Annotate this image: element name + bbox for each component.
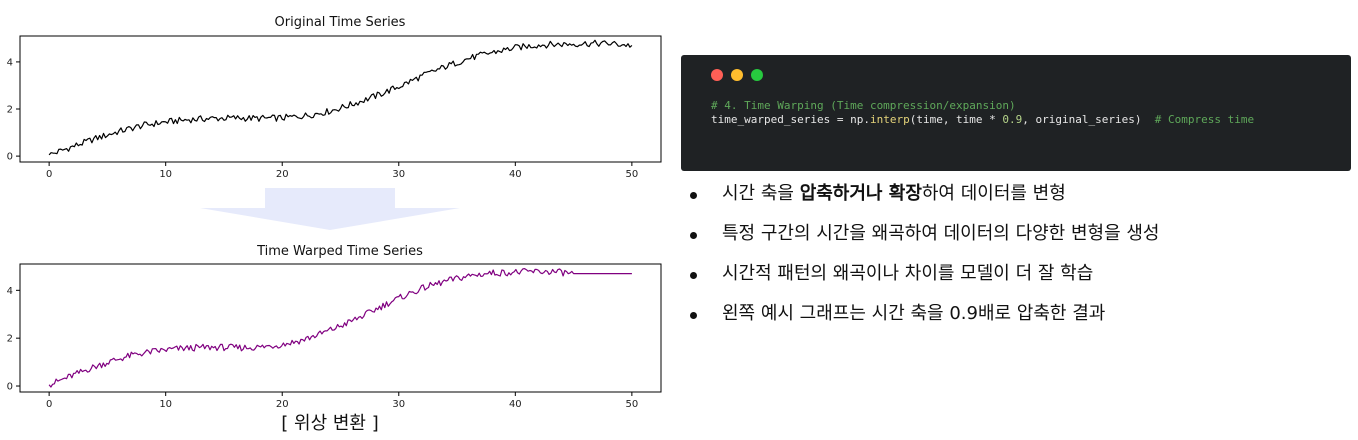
y-tick-label: 2: [7, 105, 13, 116]
bullet-text: 시간적 패턴의 왜곡이나 차이를 모델이 더 잘 학습: [722, 263, 1094, 284]
x-tick-label: 0: [46, 399, 52, 410]
x-tick-label: 50: [625, 169, 638, 180]
code-args-2: , original_series): [1022, 113, 1155, 126]
bullet-text-bold: 압축하거나 확장: [799, 183, 922, 204]
bullet-item: 시간적 패턴의 왜곡이나 차이를 모델이 더 잘 학습: [690, 260, 1160, 300]
bullet-dot-icon: [690, 232, 697, 239]
original-plot-frame: [19, 35, 662, 163]
code-func: interp: [869, 113, 910, 126]
bullet-dot-icon: [690, 312, 697, 319]
series-line: [48, 39, 633, 156]
bullet-dot-icon: [690, 272, 697, 279]
close-dot-icon: [711, 69, 723, 81]
x-tick-label: 0: [46, 169, 52, 180]
x-tick-label: 10: [159, 169, 172, 180]
x-tick-label: 40: [509, 169, 522, 180]
bullet-item: 왼쪽 예시 그래프는 시간 축을 0.9배로 압축한 결과: [690, 300, 1160, 340]
bullet-dot-icon: [690, 192, 697, 199]
x-tick-label: 50: [625, 399, 638, 410]
x-tick-label: 20: [276, 399, 289, 410]
code-var: time_warped_series = np.: [711, 113, 870, 126]
maximize-dot-icon: [751, 69, 763, 81]
x-tick-label: 20: [276, 169, 289, 180]
minimize-dot-icon: [731, 69, 743, 81]
bullet-item: 시간 축을 압축하거나 확장하여 데이터를 변형: [690, 180, 1160, 220]
code-trailing-comment: # Compress time: [1154, 113, 1255, 126]
code-panel: # 4. Time Warping (Time compression/expa…: [681, 55, 1351, 171]
warped-plot-frame: [19, 263, 662, 393]
bullet-text-pre: 시간 축을: [722, 183, 800, 204]
code-args-1: (time, time *: [909, 113, 1003, 126]
y-tick-label: 4: [7, 57, 13, 68]
y-tick-label: 0: [7, 382, 13, 393]
y-tick-label: 2: [7, 334, 13, 345]
x-tick-label: 40: [509, 399, 522, 410]
y-tick-label: 4: [7, 286, 13, 297]
bullet-list: 시간 축을 압축하거나 확장하여 데이터를 변형 특정 구간의 시간을 왜곡하여…: [690, 180, 1160, 340]
warped-chart: Time Warped Time Series 0 10 20 30 40 50 0 2 4: [7, 244, 662, 410]
code-comment-line: # 4. Time Warping (Time compression/expa…: [711, 99, 1016, 112]
caption: [ 위상 변환 ]: [281, 413, 379, 434]
original-chart-title: Original Time Series: [275, 15, 406, 30]
x-tick-label: 30: [392, 399, 405, 410]
bullet-text: 특정 구간의 시간을 왜곡하여 데이터의 다양한 변형을 생성: [722, 223, 1160, 244]
x-tick-label: 30: [392, 169, 405, 180]
x-tick-label: 10: [159, 399, 172, 410]
down-arrow: [200, 188, 460, 230]
code-snippet: # 4. Time Warping (Time compression/expa…: [711, 99, 1254, 127]
bullet-item: 특정 구간의 시간을 왜곡하여 데이터의 다양한 변형을 생성: [690, 220, 1160, 260]
warped-chart-title: Time Warped Time Series: [256, 244, 423, 259]
code-number: 0.9: [1002, 113, 1023, 126]
bullet-text: 왼쪽 예시 그래프는 시간 축을 0.9배로 압축한 결과: [722, 303, 1106, 324]
window-controls: [711, 69, 763, 81]
bullet-text-post: 하여 데이터를 변형: [921, 183, 1066, 204]
series-line: [48, 268, 632, 388]
y-tick-label: 0: [7, 152, 13, 163]
original-chart: Original Time Series 0 10 20 30 40 50 0 2 4: [7, 15, 662, 180]
